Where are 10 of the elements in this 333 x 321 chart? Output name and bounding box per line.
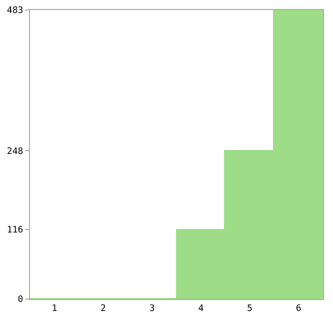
x-tick-label: 3: [149, 304, 155, 314]
y-tick-label: 0: [18, 295, 24, 306]
y-tick-label: 248: [6, 146, 24, 157]
x-tick-label: 4: [198, 304, 204, 314]
x-tick-label: 1: [52, 304, 58, 314]
x-tick-label: 6: [296, 304, 302, 314]
y-tick-label: 116: [6, 226, 24, 236]
x-tick-label: 2: [100, 304, 106, 314]
y-tick-label: 483: [6, 6, 24, 16]
x-tick-label: 5: [247, 304, 252, 314]
